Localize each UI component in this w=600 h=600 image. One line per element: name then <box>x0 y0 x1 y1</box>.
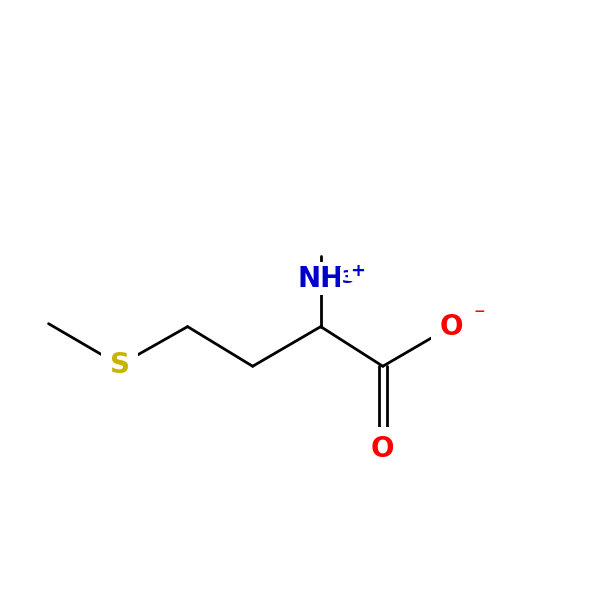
Text: 3: 3 <box>341 269 354 287</box>
Text: ⁻: ⁻ <box>473 306 485 326</box>
Text: O: O <box>371 435 395 463</box>
Text: O: O <box>439 313 463 341</box>
Text: +: + <box>350 262 365 280</box>
Text: NH: NH <box>298 265 344 293</box>
Text: S: S <box>110 351 130 379</box>
